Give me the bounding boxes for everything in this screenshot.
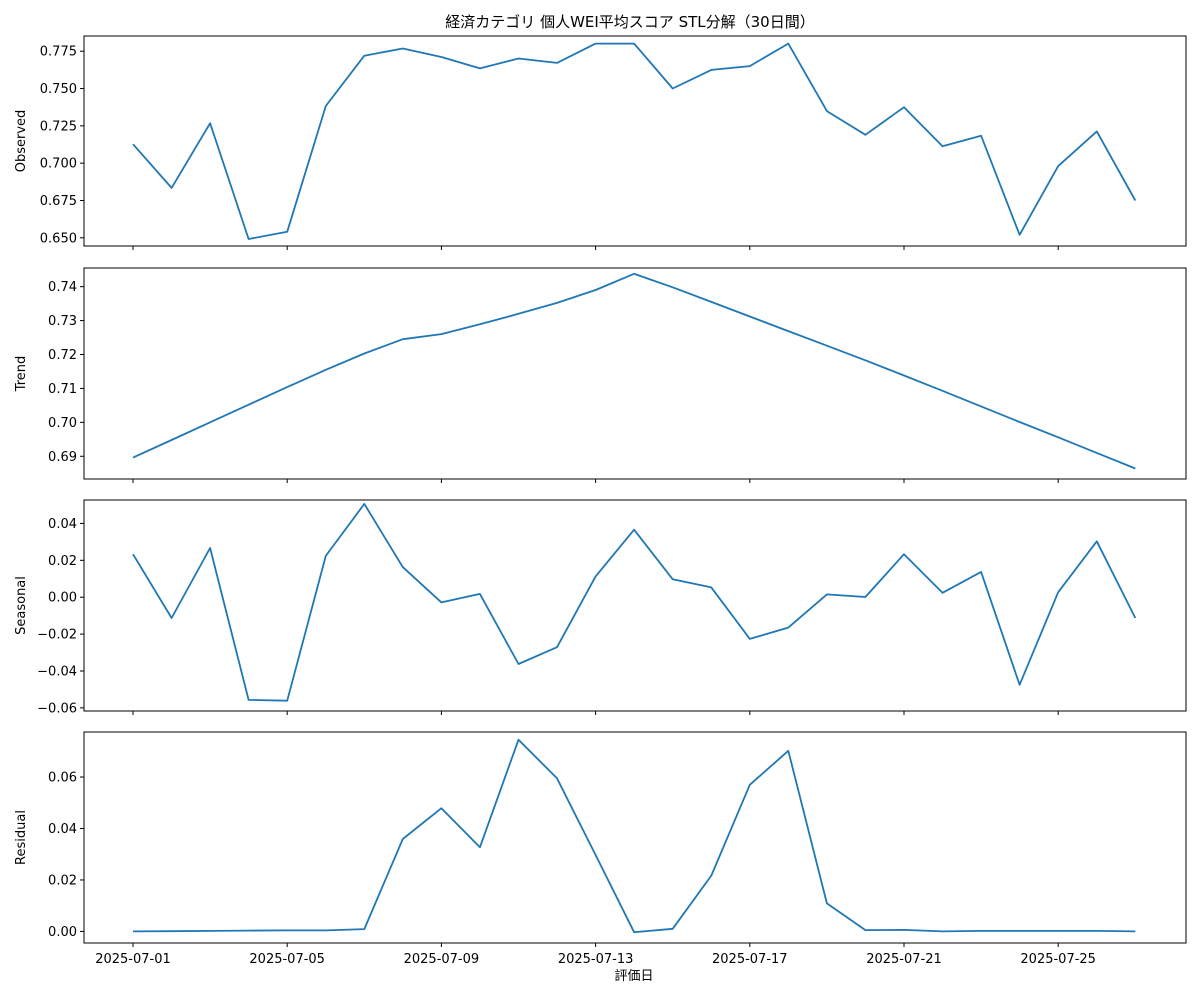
- x-axis-label: 評価日: [614, 969, 653, 984]
- seasonal-y-tick-label: 0.04: [48, 517, 77, 532]
- trend-series-line: [132, 272, 1136, 470]
- seasonal-y-tick-label: −0.06: [37, 701, 77, 716]
- x-tick-label: 2025-07-09: [404, 952, 480, 967]
- chart-title: 経済カテゴリ 個人WEI平均スコア STL分解（30日間）: [445, 13, 814, 31]
- seasonal-y-tick-label: 0.00: [48, 591, 77, 606]
- observed-y-tick-label: 0.750: [40, 82, 77, 97]
- observed-panel-frame: [83, 35, 1187, 247]
- observed-series-line: [132, 42, 1137, 240]
- seasonal-y-tick-label: 0.02: [48, 554, 77, 569]
- observed-y-tick-label: 0.725: [40, 119, 77, 134]
- residual-y-tick-label: 0.06: [48, 771, 77, 786]
- observed-y-axis-label: Observed: [14, 110, 29, 173]
- trend-y-tick-label: 0.73: [48, 314, 77, 329]
- trend-y-tick-label: 0.74: [48, 280, 77, 295]
- trend-panel-frame: [83, 267, 1187, 480]
- seasonal-y-axis-label: Seasonal: [14, 576, 29, 635]
- observed-y-tick-label: 0.650: [40, 231, 77, 246]
- residual-y-tick-label: 0.00: [48, 925, 77, 940]
- seasonal-series-line: [132, 502, 1137, 702]
- observed-y-tick-label: 0.775: [40, 45, 77, 60]
- x-tick-label: 2025-07-17: [712, 952, 788, 967]
- trend-y-tick-label: 0.72: [48, 348, 77, 363]
- residual-y-tick-label: 0.04: [48, 822, 77, 837]
- x-tick-label: 2025-07-13: [558, 952, 634, 967]
- residual-y-axis-label: Residual: [14, 810, 29, 865]
- seasonal-y-tick-label: −0.04: [37, 664, 77, 679]
- seasonal-panel-frame: [83, 499, 1187, 712]
- residual-y-tick-label: 0.02: [48, 873, 77, 888]
- x-tick-label: 2025-07-05: [249, 952, 325, 967]
- x-tick-label: 2025-07-25: [1020, 952, 1096, 967]
- x-tick-label: 2025-07-01: [95, 952, 171, 967]
- seasonal-y-tick-label: −0.02: [37, 628, 77, 643]
- residual-panel-frame: [83, 731, 1187, 944]
- residual-series-line: [132, 738, 1136, 934]
- observed-y-tick-label: 0.700: [40, 157, 77, 172]
- x-tick-label: 2025-07-21: [866, 952, 942, 967]
- trend-y-tick-label: 0.69: [48, 450, 77, 465]
- observed-y-tick-label: 0.675: [40, 194, 77, 209]
- trend-y-tick-label: 0.71: [48, 382, 77, 397]
- trend-y-axis-label: Trend: [14, 356, 29, 393]
- trend-y-tick-label: 0.70: [48, 416, 77, 431]
